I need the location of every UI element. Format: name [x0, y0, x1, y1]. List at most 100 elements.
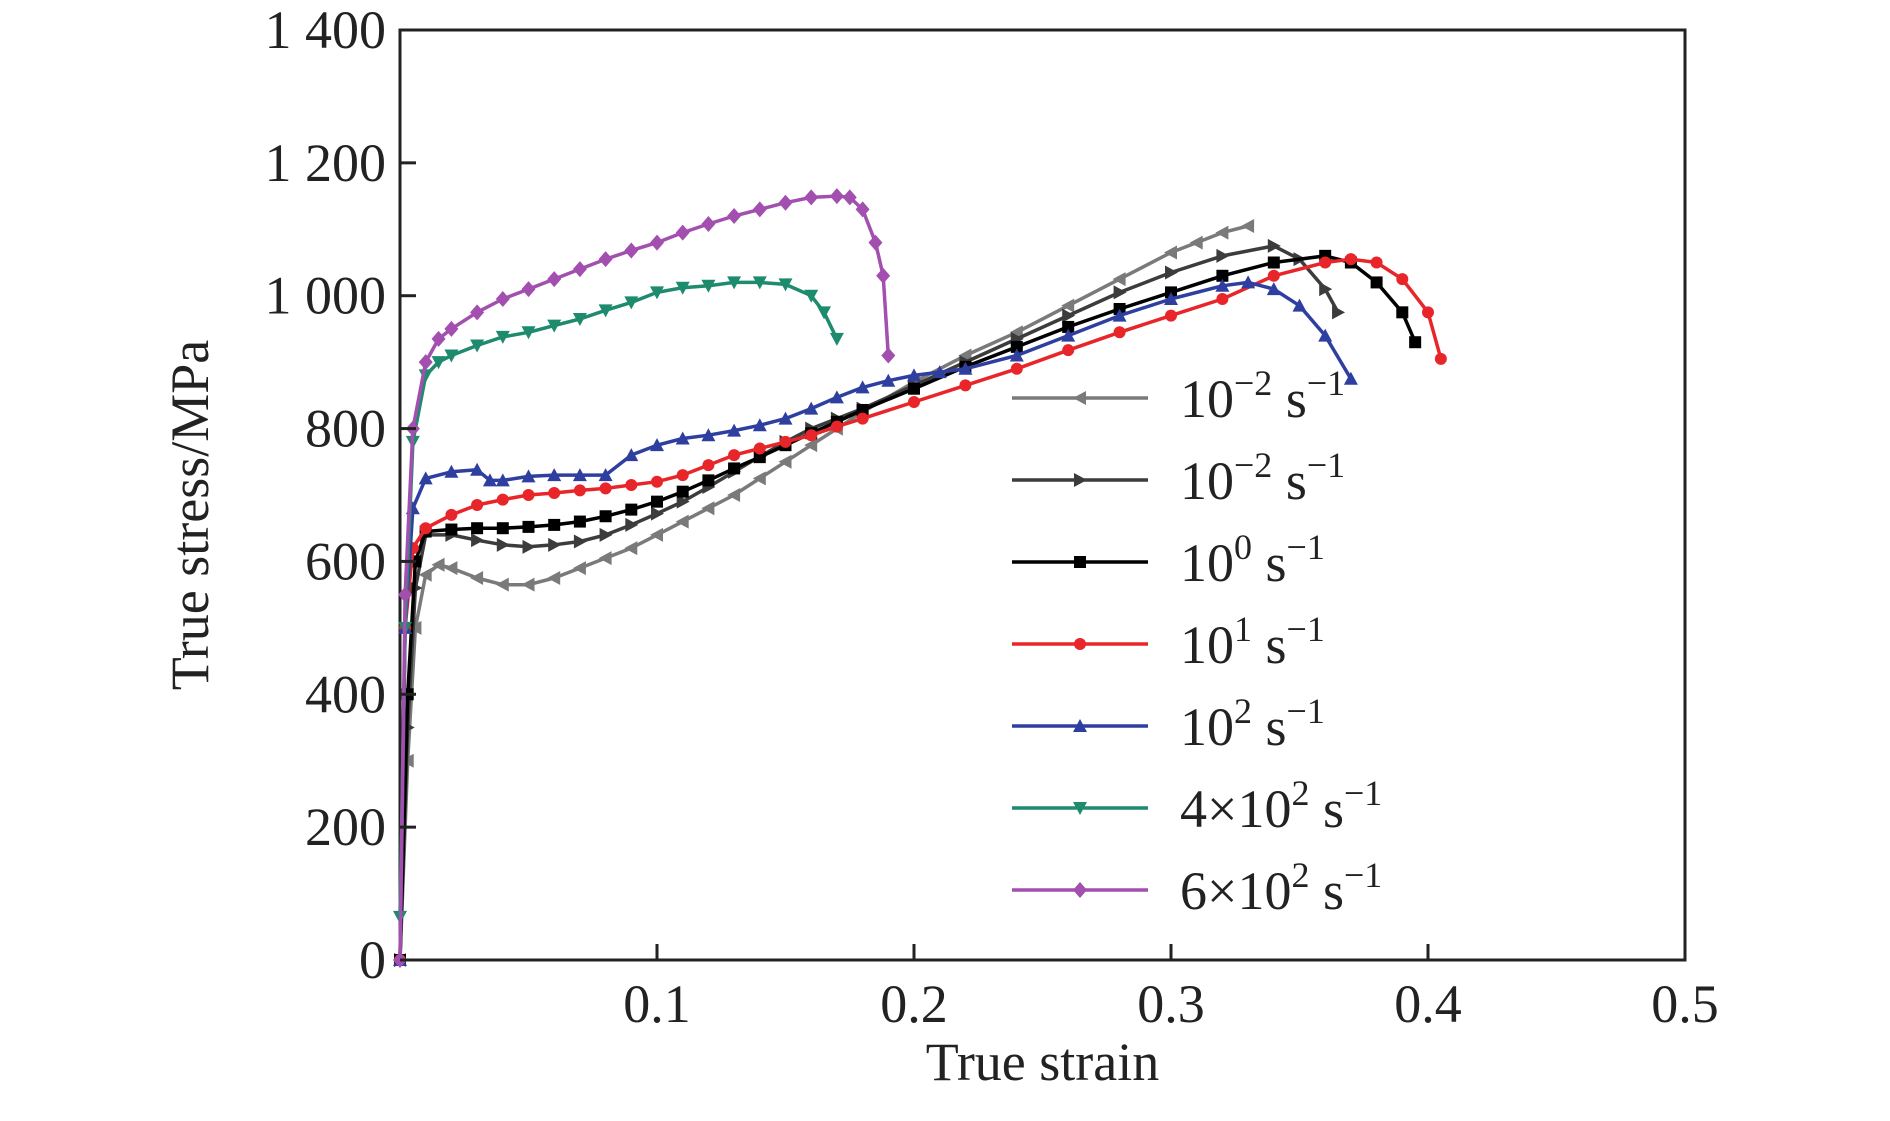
series-3-point — [445, 523, 458, 536]
series-6-point — [521, 326, 536, 340]
series-6-point — [572, 312, 587, 326]
y-tick-label: 1 400 — [265, 0, 387, 60]
series-2-point — [676, 494, 690, 509]
series-6-point — [470, 339, 485, 353]
series-1-point — [495, 577, 509, 592]
series-7-point — [881, 347, 896, 364]
series-4-point — [805, 429, 818, 442]
series-4-point — [753, 442, 766, 455]
series-3-point — [1396, 306, 1409, 319]
series-4-point — [1434, 352, 1447, 365]
series-2-point — [496, 537, 510, 552]
series-4-point — [1113, 326, 1126, 339]
legend-label: 10−2 s−1 — [1180, 363, 1345, 429]
series-2-point — [471, 533, 485, 548]
series-7-point — [398, 586, 413, 603]
series-4-point — [1216, 293, 1229, 306]
x-axis-title: True strain — [926, 1032, 1160, 1092]
series-5-point — [650, 438, 664, 452]
x-tick-label: 0.4 — [1394, 974, 1462, 1034]
series-3-point — [753, 451, 766, 464]
series-2-point — [1165, 265, 1178, 280]
legend-swatch-marker — [1074, 556, 1086, 568]
series-3-point — [471, 522, 484, 535]
legend-swatch-marker — [1073, 882, 1087, 898]
series-3-point — [728, 462, 741, 475]
series-4-point — [573, 484, 586, 497]
series-3 — [394, 249, 1422, 966]
series-5-point — [1266, 282, 1281, 296]
series-5-point — [444, 464, 459, 478]
series-1-point — [1112, 272, 1126, 287]
series-3-point — [1010, 340, 1023, 353]
series-2-point — [573, 534, 587, 549]
series-5 — [393, 275, 1358, 966]
series-5-point — [932, 365, 947, 379]
series-3-point — [1267, 256, 1280, 269]
legend-entry-1: 10−2 s−1 — [1012, 363, 1345, 429]
y-tick-label: 800 — [305, 399, 386, 459]
series-5-point — [675, 431, 690, 445]
legend-swatch-marker — [1074, 638, 1086, 650]
y-tick-label: 0 — [359, 930, 386, 990]
series-1-point — [444, 561, 458, 576]
series-4-point — [599, 482, 612, 495]
series-7-point — [727, 208, 742, 224]
series-5-point — [1215, 278, 1230, 292]
series-7-point — [778, 194, 793, 211]
series-3-point — [522, 520, 535, 533]
series-4-point — [856, 412, 869, 425]
series-1-point — [547, 571, 561, 586]
series-5-point — [829, 390, 844, 404]
series-5-point — [752, 418, 767, 432]
series-6 — [393, 276, 844, 924]
series-1-point — [1189, 235, 1203, 250]
series-3-point — [599, 510, 612, 523]
series-6-line — [398, 280, 839, 917]
series-5-point — [701, 428, 716, 442]
series-4-point — [908, 396, 920, 408]
series-5-point — [1112, 308, 1127, 322]
series-6-point — [778, 278, 793, 292]
series-5-point — [1318, 328, 1333, 342]
series-2-point — [548, 537, 562, 552]
series-4-point — [1396, 273, 1409, 286]
series-7-point — [804, 189, 819, 206]
series-5-point — [958, 361, 973, 375]
series-2-point — [522, 539, 536, 554]
series-6-point — [431, 356, 446, 370]
series-1-point — [701, 501, 715, 516]
legend-entry-2: 10−2 s−1 — [1012, 445, 1345, 511]
series-4-point — [419, 522, 432, 535]
series-7-point — [598, 251, 613, 268]
series-7-point — [418, 354, 433, 371]
series-7-point — [868, 234, 883, 251]
series-4-point — [1344, 253, 1357, 266]
series-4-point — [676, 469, 689, 482]
series-1-point — [804, 438, 818, 453]
series-6-point — [675, 281, 690, 295]
series-6-point — [598, 304, 613, 318]
series-3-point — [1062, 320, 1075, 333]
series-1-point — [431, 557, 445, 572]
legend-entry-5: 102 s−1 — [1012, 691, 1325, 757]
series-7-point — [431, 330, 446, 347]
series-4-line — [398, 257, 1443, 961]
series-3-point — [1370, 276, 1383, 289]
series-3-point — [702, 474, 715, 487]
series-6-point — [444, 349, 459, 363]
series-2-point — [1319, 282, 1333, 297]
series-3-point — [856, 403, 869, 416]
series-7-point — [876, 267, 891, 284]
x-tick-label: 0.3 — [1137, 974, 1205, 1034]
series-3-point — [1409, 336, 1422, 349]
series-6-point — [624, 296, 639, 310]
series-5-point — [470, 462, 485, 476]
series-7-point — [752, 201, 767, 218]
series-5-point — [1164, 292, 1178, 306]
series-7-point — [675, 224, 690, 241]
series-3-point — [496, 522, 509, 535]
series-4-point — [651, 475, 663, 488]
series-7-point — [624, 242, 639, 259]
series-2-point — [599, 527, 613, 542]
